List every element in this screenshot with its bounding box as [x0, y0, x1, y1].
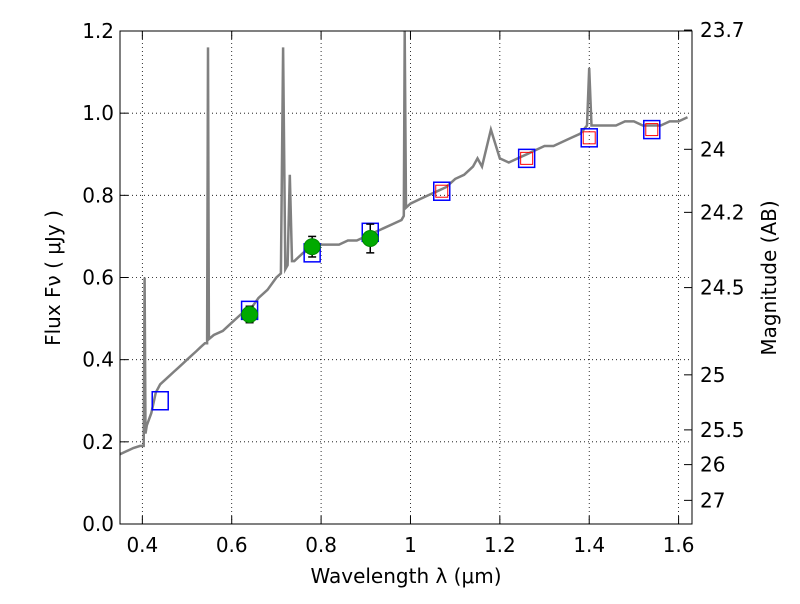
x-tick-label: 1.6	[663, 533, 695, 557]
model-point-inner	[645, 123, 659, 137]
model-point-outer	[580, 128, 598, 148]
y2-tick-label: 26	[700, 453, 725, 477]
series-layer	[120, 31, 689, 456]
y2-tick-label: 24.5	[700, 276, 745, 300]
y-tick-label: 1.0	[82, 101, 114, 125]
x-tick-label: 1.4	[573, 533, 605, 557]
model-point-outer	[643, 119, 661, 140]
y2-tick-label: 25	[700, 363, 725, 387]
tick-layer: 0.4 0.6 0.8 1 1.2 1.4 1.6 0.0 0.2 0.4 0.6 0.8 1.0 1.2…	[82, 18, 744, 557]
y2-tick-label: 23.7	[700, 18, 745, 42]
observed-point	[241, 305, 259, 323]
y2-axis-title: Magnitude (AB)	[757, 200, 781, 355]
y2-tick-label: 24.2	[700, 200, 745, 224]
x-tick-label: 1	[404, 533, 417, 557]
y-tick-label: 1.2	[82, 19, 114, 43]
y-tick-label: 0.0	[82, 512, 114, 536]
y2-tick-label: 27	[700, 488, 725, 512]
model-point-inner	[520, 151, 534, 165]
y-tick-label: 0.8	[82, 183, 114, 207]
y2-tick-label: 24	[700, 137, 725, 161]
y-tick-label: 0.6	[82, 266, 114, 290]
x-axis-title: Wavelength λ (μm)	[310, 564, 501, 588]
x-tick-label: 1.2	[484, 533, 516, 557]
spectrum-line	[120, 31, 689, 456]
model-point-outer	[517, 148, 536, 169]
x-tick-label: 0.4	[126, 533, 158, 557]
y-tick-label: 0.2	[82, 430, 114, 454]
model-point-outer	[433, 181, 451, 201]
y-axis-title: Flux Fν ( μJy )	[41, 210, 65, 346]
model-point-outer	[151, 391, 169, 411]
y2-tick-label: 25.5	[700, 418, 745, 442]
observed-point	[361, 229, 379, 247]
y-tick-label: 0.4	[82, 348, 114, 372]
x-tick-label: 0.6	[216, 533, 248, 557]
model-point-inner	[582, 131, 596, 145]
x-tick-label: 0.8	[305, 533, 337, 557]
model-point-inner	[435, 184, 449, 198]
observed-point	[303, 238, 321, 256]
